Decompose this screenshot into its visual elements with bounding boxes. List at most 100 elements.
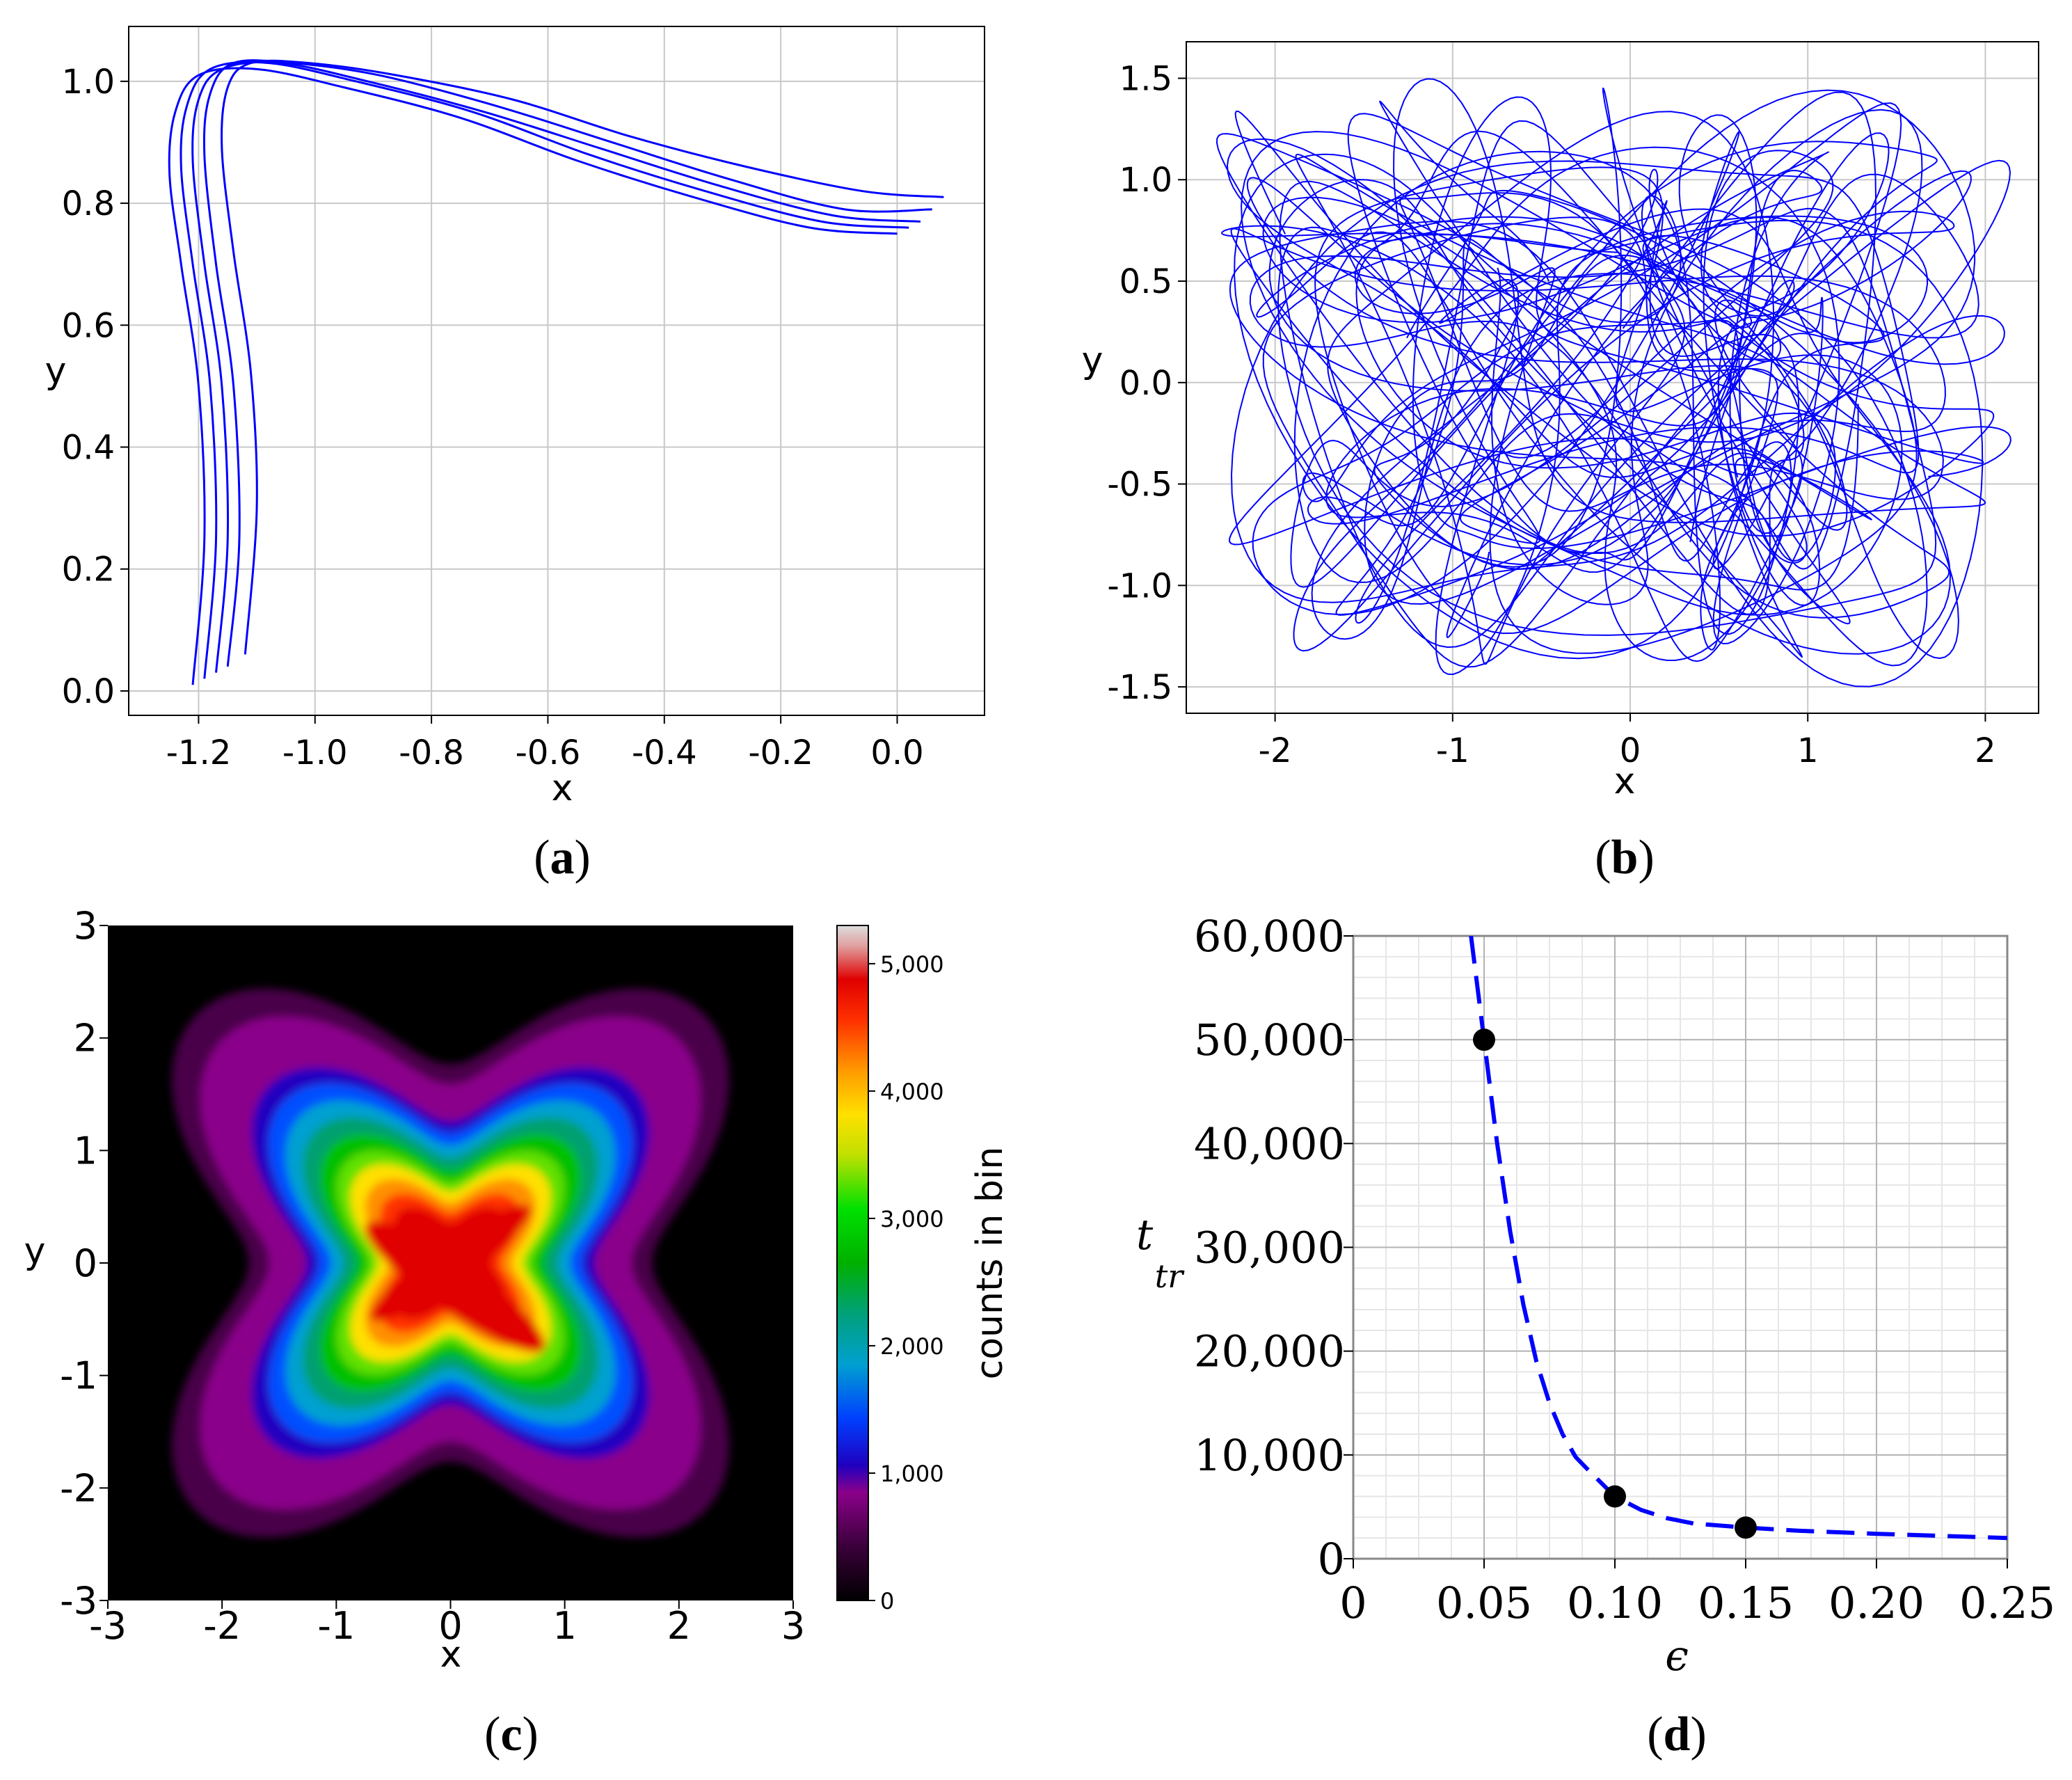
panel-a-x-tick-label: -1.0 [282, 733, 348, 772]
panel-c-y-tick-label: -2 [60, 1466, 97, 1510]
panel-c-caption: (c) [484, 1708, 539, 1761]
panel-b-trajectory-segment [1229, 78, 1986, 668]
panel-c-x-tick-label: 2 [667, 1604, 691, 1648]
panel-c-y-tick-label: -3 [60, 1579, 97, 1623]
panel-c-colorbar-tick-label: 4,000 [880, 1079, 944, 1105]
panel-b-x-label: x [1614, 761, 1636, 802]
panel-c-y-tick-label: 3 [74, 904, 97, 948]
panel-c-colorbar-tick-label: 3,000 [880, 1206, 944, 1232]
panel-d-y-tick-label: 30,000 [1194, 1223, 1345, 1273]
panel-c-colorbar-tick-label: 5,000 [880, 951, 944, 978]
panel-a-caption: (a) [534, 831, 591, 884]
panel-b-y-tick-label: 1.0 [1119, 161, 1172, 200]
panel-a-y-tick-label: 0.4 [62, 429, 115, 468]
panel-c-y-tick-label: 0 [74, 1241, 97, 1285]
panel-b-frame [1186, 41, 2039, 714]
panel-c-colorbar-label: counts in bin [969, 1147, 1011, 1380]
panel-a-trajectory-5 [221, 59, 944, 655]
panel-b-x-ticks: -2 -1 0 1 2 [1259, 713, 1996, 770]
panel-a-y-tick-label: 0.6 [62, 306, 115, 345]
panel-b-x-tick-label: -1 [1436, 731, 1469, 770]
panel-a-x-tick-label: 0.0 [870, 733, 923, 772]
panel-d-data-point [1735, 1516, 1757, 1539]
panel-b-x-tick-label: -2 [1259, 731, 1292, 770]
panel-d-y-label-main: t [1136, 1211, 1154, 1259]
panel-b-y-tick-label: -0.5 [1107, 466, 1172, 504]
panel-b-y-ticks: -1.5 -1.0 -0.5 0.0 0.5 1.0 1.5 [1107, 59, 1186, 707]
panel-b-y-label: y [1082, 340, 1103, 381]
panel-d-x-tick-label: 0 [1339, 1578, 1366, 1628]
panel-d-fit [1469, 936, 2007, 1541]
panel-a-y-tick-label: 0.0 [62, 672, 115, 711]
panel-d: 0 0.05 0.10 0.15 0.20 0.25 0 10,000 20,000 30,00… [1136, 911, 2055, 1761]
panel-b-y-tick-label: 0.5 [1119, 262, 1172, 301]
panel-b-x-tick-label: 0 [1620, 731, 1641, 770]
panel-d-points [1473, 1028, 1757, 1539]
panel-d-x-label: ϵ [1665, 1632, 1689, 1680]
panel-a-trajectory-3 [191, 61, 921, 673]
panel-d-y-tick-label: 50,000 [1194, 1015, 1345, 1065]
panel-a-grid [129, 26, 985, 715]
panel-a-y-ticks: 0.0 0.2 0.4 0.6 0.8 1.0 [62, 63, 129, 711]
panel-c-x-tick-label: -2 [203, 1604, 241, 1648]
panel-c-x-tick-label: -1 [317, 1604, 355, 1648]
panel-d-y-tick-label: 40,000 [1194, 1118, 1345, 1169]
panel-b-caption: (b) [1595, 831, 1655, 884]
panel-d-data-point [1604, 1485, 1626, 1508]
panel-a-trajectory-1 [168, 67, 898, 685]
panel-b-y-tick-label: 1.5 [1119, 59, 1172, 98]
panel-b-y-tick-label: -1.5 [1107, 668, 1172, 707]
panel-c-x-tick-label: -3 [89, 1604, 127, 1648]
panel-d-x-tick-label: 0.25 [1959, 1578, 2055, 1628]
panel-a-x-tick-label: -1.2 [166, 733, 232, 772]
panel-c-colorbar-tick-label: 0 [880, 1588, 894, 1614]
panel-d-y-label-sub: tr [1155, 1257, 1185, 1295]
panel-d-y-ticks: 0 10,000 20,000 30,000 40,000 50,000 60,000 [1194, 911, 1353, 1584]
panel-c-density-ridge [369, 1205, 532, 1321]
panel-a-trajectory-2 [180, 61, 909, 679]
panel-b-trajectory-segment [1221, 96, 2011, 662]
panel-d-x-tick-label: 0.10 [1567, 1578, 1663, 1628]
panel-d-x-tick-label: 0.05 [1436, 1578, 1532, 1628]
panel-c-colorbar-tick-label: 2,000 [880, 1333, 944, 1360]
panel-d-fit-curve [1469, 936, 2007, 1541]
panel-a-x-tick-label: -0.6 [516, 733, 581, 772]
panel-b-trajectory-segment [1216, 102, 1902, 616]
panel-c-y-ticks: -3 -2 -1 0 1 2 3 [60, 904, 108, 1623]
panel-c-y-tick-label: -1 [60, 1354, 97, 1398]
panel-d-caption: (d) [1647, 1708, 1707, 1761]
panel-c-x-label: x [440, 1634, 462, 1676]
panel-c-x-tick-label: 1 [552, 1604, 576, 1648]
panel-c-colorbar-ticks: 0 1,000 2,000 3,000 4,000 5,000 [868, 951, 944, 1614]
panel-c-x-tick-label: 3 [781, 1604, 805, 1648]
panel-a-trajectory-4 [202, 59, 932, 667]
panel-d-x-ticks: 0 0.05 0.10 0.15 0.20 0.25 [1339, 1559, 2055, 1628]
panel-a-frame [128, 26, 985, 716]
panel-d-y-tick-label: 10,000 [1194, 1430, 1345, 1481]
panel-b-trajectory-segment [1256, 168, 1979, 675]
panel-d-y-tick-label: 0 [1318, 1534, 1345, 1584]
panel-b-y-tick-label: -1.0 [1107, 566, 1172, 605]
panel-b-series [1216, 78, 2011, 688]
panel-c-x-ticks: -3 -2 -1 0 1 2 3 [89, 1600, 805, 1648]
panel-c-heatmap [172, 988, 729, 1538]
panel-c-y-tick-label: 2 [74, 1017, 97, 1060]
panel-c-y-label: y [24, 1230, 46, 1272]
panel-c-y-tick-label: 1 [74, 1129, 97, 1173]
panel-b-x-tick-label: 2 [1975, 731, 1996, 770]
panel-a-x-ticks: -1.2 -1.0 -0.8 -0.6 -0.4 -0.2 0.0 [166, 715, 924, 772]
panel-b-y-tick-label: 0.0 [1119, 364, 1172, 403]
panel-b-trajectory-segment [1230, 89, 1976, 667]
panel-c-x-tick-label: 0 [438, 1604, 462, 1648]
panel-c-colorbar-tick-label: 1,000 [880, 1461, 944, 1487]
panel-b: -2 -1 0 1 2 -1.5 -1.0 -0.5 0.0 0.5 1.0 1.5 x y (b) [1082, 41, 2039, 884]
panel-a-x-label: x [552, 768, 573, 809]
panel-d-y-tick-label: 20,000 [1194, 1326, 1345, 1377]
panel-a-series [168, 59, 944, 685]
panel-b-trajectory-segment [1229, 87, 2011, 688]
panel-a-y-tick-label: 0.8 [62, 184, 115, 223]
panel-a-x-tick-label: -0.4 [632, 733, 697, 772]
panel-d-x-tick-label: 0.20 [1828, 1578, 1924, 1628]
panel-d-y-tick-label: 60,000 [1194, 911, 1345, 962]
